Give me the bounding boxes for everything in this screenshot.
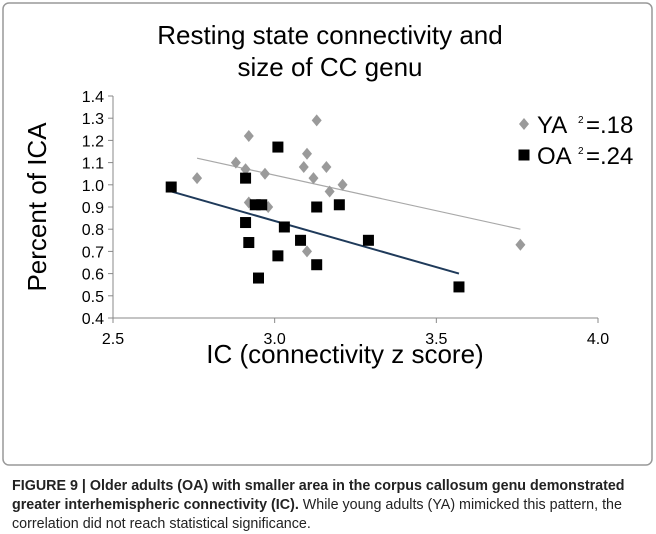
point bbox=[165, 181, 177, 193]
chart-title: Resting state connectivity and bbox=[157, 20, 502, 50]
chart-title: size of CC genu bbox=[238, 52, 423, 82]
point bbox=[230, 156, 241, 169]
point bbox=[240, 172, 252, 184]
y-tick-label: 0.6 bbox=[82, 267, 104, 284]
point bbox=[272, 250, 284, 262]
point bbox=[256, 199, 268, 211]
point bbox=[272, 141, 284, 153]
legend-marker bbox=[518, 149, 530, 161]
y-tick-label: 1.2 bbox=[82, 133, 104, 150]
y-tick-label: 0.9 bbox=[82, 200, 104, 217]
point bbox=[515, 238, 526, 251]
point bbox=[243, 129, 254, 142]
point bbox=[278, 221, 290, 233]
point bbox=[295, 234, 307, 246]
x-tick-label: 4.0 bbox=[587, 331, 609, 348]
point bbox=[243, 237, 255, 249]
y-tick-label: 1.0 bbox=[82, 178, 104, 195]
point bbox=[253, 272, 264, 284]
point bbox=[324, 185, 335, 198]
point bbox=[311, 259, 323, 271]
point bbox=[311, 201, 323, 213]
y-tick-label: 1.1 bbox=[82, 156, 104, 173]
x-tick-label: 2.5 bbox=[102, 331, 124, 348]
point bbox=[192, 172, 203, 185]
legend-r2-sup: 2 bbox=[578, 115, 584, 126]
point bbox=[308, 172, 319, 185]
x-tick-label: 3.5 bbox=[425, 331, 447, 348]
x-tick-label: 3.0 bbox=[264, 331, 286, 348]
caption: FIGURE 9 | Older adults (OA) with smalle… bbox=[12, 477, 644, 534]
legend-r2: =.24 bbox=[586, 143, 633, 170]
x-axis-label: IC (connectivity z score) bbox=[206, 339, 483, 369]
legend-r2: =.18 bbox=[586, 112, 633, 139]
y-tick-label: 0.4 bbox=[82, 311, 104, 328]
trendline bbox=[170, 190, 460, 275]
point bbox=[321, 161, 332, 174]
point bbox=[302, 147, 312, 160]
caption-bold: FIGURE 9 | Older adults (OA) with smalle… bbox=[12, 478, 625, 513]
legend-label: YA bbox=[537, 112, 567, 139]
point bbox=[362, 234, 374, 246]
y-tick-label: 1.3 bbox=[82, 111, 104, 128]
legend-r2-sup: 2 bbox=[578, 146, 584, 157]
chart-frame bbox=[2, 2, 653, 466]
point bbox=[298, 161, 309, 174]
point bbox=[240, 217, 252, 229]
point bbox=[249, 199, 261, 211]
point bbox=[337, 178, 348, 191]
point bbox=[302, 245, 312, 258]
point bbox=[311, 114, 322, 127]
y-tick-label: 0.8 bbox=[82, 222, 104, 239]
trendline bbox=[196, 157, 521, 230]
point bbox=[453, 281, 465, 293]
point bbox=[333, 199, 345, 211]
y-axis-label: Percent of ICA bbox=[22, 122, 52, 292]
y-tick-label: 0.7 bbox=[82, 244, 104, 261]
chart: Resting state connectivity and size of C… bbox=[2, 2, 653, 466]
y-tick-label: 1.4 bbox=[82, 89, 104, 106]
legend-marker bbox=[519, 118, 529, 130]
point bbox=[259, 167, 270, 180]
y-tick-label: 0.5 bbox=[82, 289, 104, 306]
point bbox=[240, 163, 251, 176]
legend-label: OA bbox=[537, 143, 572, 170]
caption-text: While young adults (YA) mimicked this pa… bbox=[12, 497, 622, 532]
